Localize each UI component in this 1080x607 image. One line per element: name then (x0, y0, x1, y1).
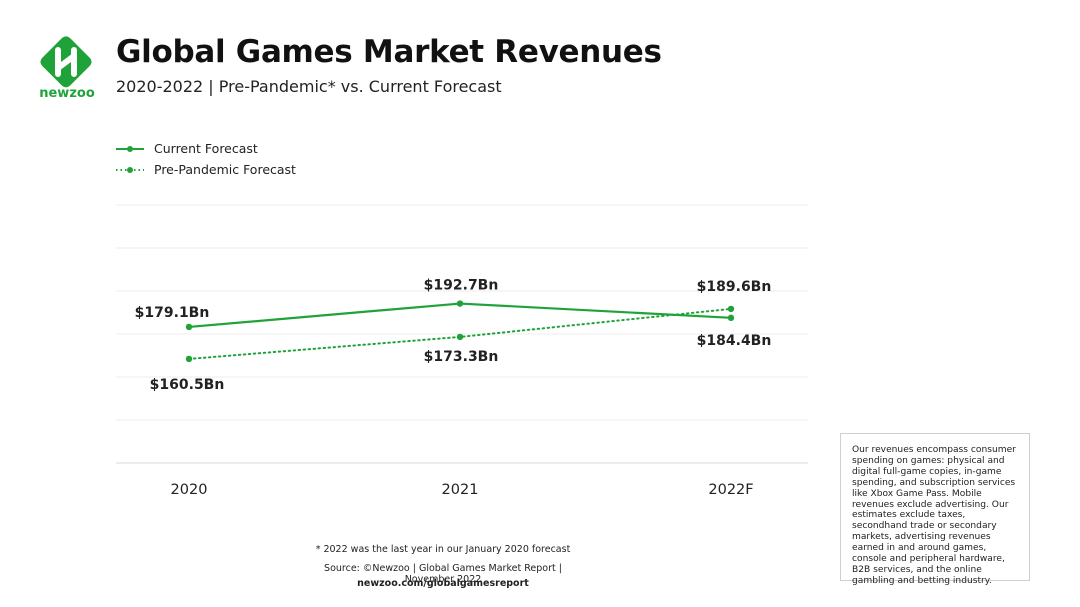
solid-line-marker-icon (116, 145, 144, 152)
x-tick-label: 2021 (442, 482, 479, 498)
data-point (727, 305, 735, 313)
data-point (456, 300, 464, 307)
data-point (185, 323, 193, 331)
data-label: $184.4Bn (697, 333, 772, 349)
data-label: $189.6Bn (697, 279, 772, 295)
data-label: $179.1Bn (135, 305, 210, 321)
newzoo-logo-icon (40, 36, 92, 88)
logo-wordmark: newzoo (39, 86, 95, 101)
dotted-line-marker-icon (116, 166, 144, 173)
source-line: Source: ©Newzoo | Global Games Market Re… (324, 563, 562, 585)
data-label: $173.3Bn (424, 349, 499, 365)
x-tick-label: 2020 (171, 482, 208, 498)
series-line-current (187, 302, 733, 329)
page-subtitle: 2020-2022 | Pre-Pandemic* vs. Current Fo… (116, 77, 502, 96)
chart-legend: Current Forecast Pre-Pandemic Forecast (116, 138, 296, 180)
data-point (456, 333, 464, 341)
data-point (727, 314, 735, 322)
data-label: $160.5Bn (150, 377, 225, 393)
x-tick-label: 2022F (708, 482, 753, 498)
data-label: $192.7Bn (424, 278, 499, 294)
legend-item-prepandemic: Pre-Pandemic Forecast (116, 159, 296, 180)
footnote: * 2022 was the last year in our January … (315, 544, 571, 555)
legend-label-prepandemic: Pre-Pandemic Forecast (154, 162, 296, 177)
methodology-note: Our revenues encompass consumer spending… (840, 433, 1030, 586)
data-point (185, 355, 193, 363)
report-url: newzoo.com/globalgamesreport (357, 578, 529, 589)
legend-item-current: Current Forecast (116, 138, 296, 159)
page-title: Global Games Market Revenues (116, 34, 662, 70)
legend-label-current: Current Forecast (154, 141, 258, 156)
